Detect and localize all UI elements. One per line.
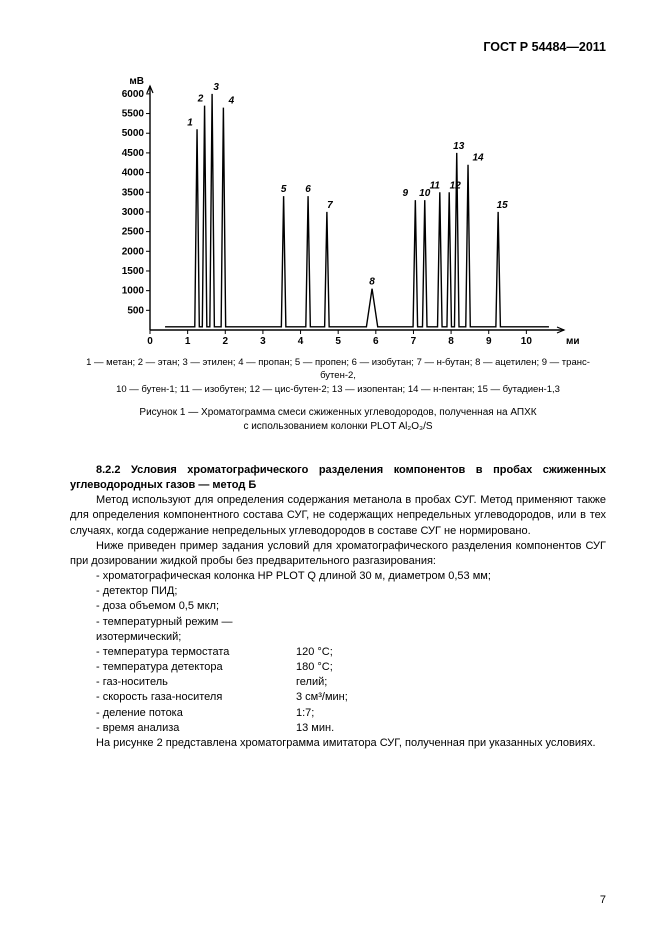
svg-text:2: 2 xyxy=(197,94,204,105)
param-value: 3 см³/мин; xyxy=(296,690,348,705)
param-label: - доза объемом 0,5 мкл; xyxy=(70,599,296,614)
svg-text:8: 8 xyxy=(369,277,375,288)
svg-text:2000: 2000 xyxy=(122,246,145,257)
param-value: 120 °C; xyxy=(296,645,333,660)
svg-text:0: 0 xyxy=(147,336,153,347)
svg-text:2: 2 xyxy=(222,336,228,347)
param-row: - температура термостата120 °C; xyxy=(70,645,606,660)
param-row: - время анализа13 мин. xyxy=(70,721,606,736)
param-row: - деление потока1:7; xyxy=(70,706,606,721)
svg-text:3500: 3500 xyxy=(122,187,145,198)
paragraph-1: Метод используют для определения содержа… xyxy=(70,493,606,539)
svg-text:10: 10 xyxy=(521,336,533,347)
svg-text:1500: 1500 xyxy=(122,266,145,277)
svg-text:8: 8 xyxy=(448,336,454,347)
body-text: 8.2.2 Условия хроматографического раздел… xyxy=(70,463,606,751)
svg-text:5: 5 xyxy=(281,184,287,195)
svg-text:4: 4 xyxy=(228,96,235,107)
svg-text:15: 15 xyxy=(497,200,509,211)
param-label: - температура детектора xyxy=(70,660,296,675)
svg-text:2500: 2500 xyxy=(122,227,145,238)
svg-text:14: 14 xyxy=(472,153,484,164)
param-label: - скорость газа-носителя xyxy=(70,690,296,705)
svg-text:3000: 3000 xyxy=(122,207,145,218)
param-value: 1:7; xyxy=(296,706,314,721)
param-row: - газ-носительгелий; xyxy=(70,675,606,690)
svg-text:1: 1 xyxy=(187,117,193,128)
svg-text:12: 12 xyxy=(450,180,462,191)
param-row: - скорость газа-носителя3 см³/мин; xyxy=(70,690,606,705)
svg-text:6: 6 xyxy=(373,336,379,347)
svg-text:5: 5 xyxy=(335,336,341,347)
svg-text:7: 7 xyxy=(411,336,417,347)
svg-text:9: 9 xyxy=(486,336,492,347)
svg-text:3: 3 xyxy=(213,82,219,93)
svg-text:11: 11 xyxy=(430,180,441,191)
svg-text:4000: 4000 xyxy=(122,168,145,179)
param-label: - детектор ПИД; xyxy=(70,584,296,599)
peak-legend: 1 — метан; 2 — этан; 3 — этилен; 4 — про… xyxy=(70,356,606,396)
svg-text:13: 13 xyxy=(453,141,465,152)
svg-text:1: 1 xyxy=(185,336,191,347)
figure-caption-line1: Рисунок 1 — Хроматограмма смеси сжиженны… xyxy=(139,407,536,418)
svg-text:4: 4 xyxy=(298,336,304,347)
page: ГОСТ Р 54484—2011 мВ 500 1000 1500 2000 2500 3… xyxy=(0,0,661,936)
page-number: 7 xyxy=(600,894,606,906)
svg-text:мин: мин xyxy=(566,336,580,347)
section-heading: 8.2.2 Условия хроматографического раздел… xyxy=(70,463,606,493)
svg-text:5500: 5500 xyxy=(122,109,145,120)
svg-text:мВ: мВ xyxy=(129,76,144,87)
params-intro: - хроматографическая колонка HP PLOT Q д… xyxy=(70,569,606,584)
params-list: - детектор ПИД;- доза объемом 0,5 мкл;- … xyxy=(70,584,606,736)
svg-text:3: 3 xyxy=(260,336,266,347)
peak-legend-line2: 10 — бутен-1; 11 — изобутен; 12 — цис-бу… xyxy=(116,384,560,395)
param-label: - газ-носитель xyxy=(70,675,296,690)
param-label: - температура термостата xyxy=(70,645,296,660)
param-row: - температура детектора180 °C; xyxy=(70,660,606,675)
peak-legend-line1: 1 — метан; 2 — этан; 3 — этилен; 4 — про… xyxy=(86,357,590,381)
param-value: 180 °C; xyxy=(296,660,333,675)
param-row: - доза объемом 0,5 мкл; xyxy=(70,599,606,614)
svg-text:7: 7 xyxy=(327,200,333,211)
svg-text:9: 9 xyxy=(403,188,409,199)
param-value: гелий; xyxy=(296,675,327,690)
param-row: - температурный режим — изотермический; xyxy=(70,615,606,645)
param-value: 13 мин. xyxy=(296,721,334,736)
param-label: - время анализа xyxy=(70,721,296,736)
param-label: - температурный режим — изотермический; xyxy=(70,615,296,645)
svg-text:5000: 5000 xyxy=(122,128,145,139)
svg-text:1000: 1000 xyxy=(122,286,145,297)
svg-text:500: 500 xyxy=(127,305,144,316)
param-row: - детектор ПИД; xyxy=(70,584,606,599)
svg-text:6000: 6000 xyxy=(122,89,145,100)
param-label: - деление потока xyxy=(70,706,296,721)
paragraph-3: На рисунке 2 представлена хроматограмма … xyxy=(70,736,606,751)
paragraph-2: Ниже приведен пример задания условий для… xyxy=(70,539,606,569)
svg-text:4500: 4500 xyxy=(122,148,145,159)
svg-text:6: 6 xyxy=(305,184,311,195)
chromatogram-chart: мВ 500 1000 1500 2000 2500 3000 3500 4000 4500 500… xyxy=(102,72,580,352)
chart-svg: мВ 500 1000 1500 2000 2500 3000 3500 4000 4500 500… xyxy=(102,72,580,352)
figure-caption-line2: с использованием колонки PLOT Al₂O₃/S xyxy=(243,421,432,432)
figure-caption: Рисунок 1 — Хроматограмма смеси сжиженны… xyxy=(70,406,606,435)
document-title: ГОСТ Р 54484—2011 xyxy=(70,40,606,54)
